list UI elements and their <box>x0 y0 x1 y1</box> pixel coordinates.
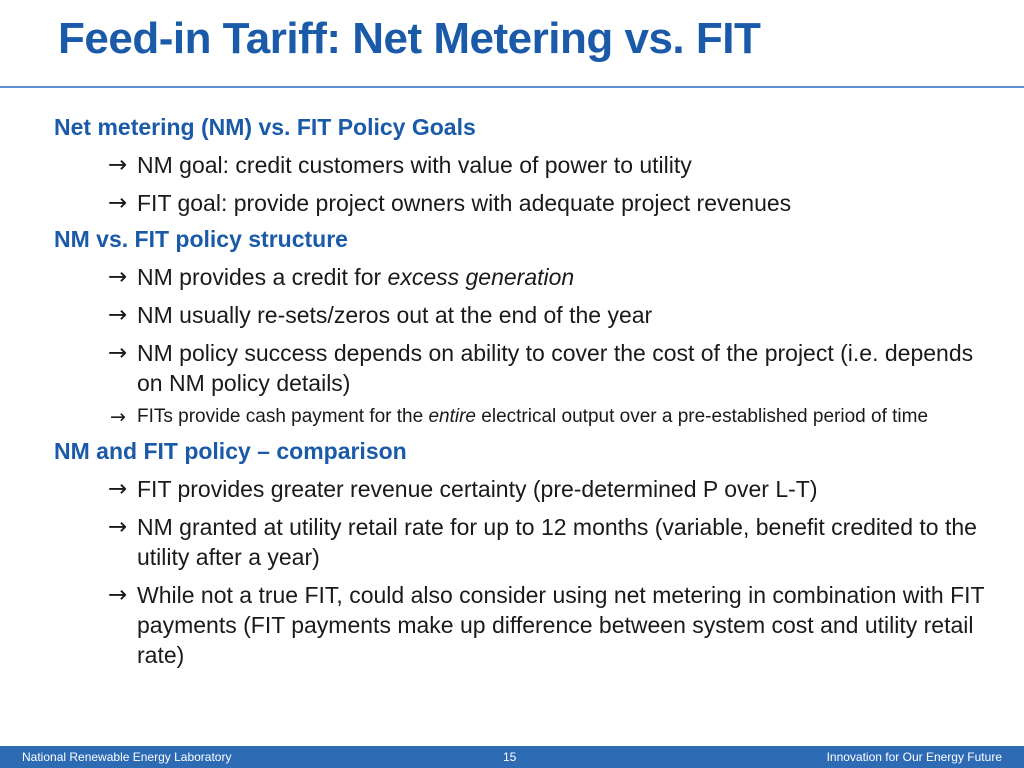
bullet-item: → NM goal: credit customers with value o… <box>54 150 1004 180</box>
bullet-item: → FITs provide cash payment for the enti… <box>54 404 1004 430</box>
section-heading-structure: NM vs. FIT policy structure <box>54 226 348 252</box>
bullet-item: → FIT provides greater revenue certainty… <box>54 474 1004 504</box>
bullet-item: → NM policy success depends on ability t… <box>54 338 1004 398</box>
bullet-text: NM policy success depends on ability to … <box>137 340 974 396</box>
bullet-text: FIT goal: provide project owners with ad… <box>137 190 792 216</box>
bullet-emphasis: entire <box>428 406 476 427</box>
section-heading-comparison: NM and FIT policy – comparison <box>54 438 407 464</box>
arrow-right-icon: → <box>108 582 128 608</box>
bullet-item: → NM provides a credit for excess genera… <box>54 262 1004 292</box>
bullet-text: FIT provides greater revenue certainty (… <box>137 476 818 502</box>
arrow-right-icon: → <box>108 152 128 178</box>
bullet-item: → While not a true FIT, could also consi… <box>54 580 1004 670</box>
arrow-right-icon: → <box>108 264 128 290</box>
arrow-right-icon: → <box>108 514 128 540</box>
bullet-item: → NM usually re-sets/zeros out at the en… <box>54 300 1004 330</box>
bullet-text: NM usually re-sets/zeros out at the end … <box>137 302 653 328</box>
footer-tagline: Innovation for Our Energy Future <box>826 750 1002 764</box>
arrow-right-icon: → <box>108 302 128 328</box>
footer-bar: National Renewable Energy Laboratory 15 … <box>0 746 1024 768</box>
slide-body: Net metering (NM) vs. FIT Policy Goals →… <box>54 112 1004 670</box>
footer-organization: National Renewable Energy Laboratory <box>22 750 232 764</box>
bullet-item: → NM granted at utility retail rate for … <box>54 512 1004 572</box>
bullet-text: NM goal: credit customers with value of … <box>137 152 692 178</box>
section-heading-goals: Net metering (NM) vs. FIT Policy Goals <box>54 114 476 140</box>
bullet-text: NM provides a credit for <box>137 264 388 290</box>
arrow-right-icon: → <box>108 476 128 502</box>
arrow-right-icon: → <box>108 340 128 366</box>
title-divider <box>0 86 1024 88</box>
bullet-text: FITs provide cash payment for the <box>137 406 429 427</box>
bullet-emphasis: excess generation <box>387 264 575 290</box>
arrow-right-icon: → <box>110 406 126 428</box>
bullet-text: electrical output over a pre-established… <box>476 406 929 427</box>
arrow-right-icon: → <box>108 190 128 216</box>
bullet-text: NM granted at utility retail rate for up… <box>137 514 977 570</box>
slide-title: Feed-in Tariff: Net Metering vs. FIT <box>58 14 761 63</box>
bullet-text: While not a true FIT, could also conside… <box>137 582 985 668</box>
page-number: 15 <box>503 750 517 764</box>
bullet-item: → FIT goal: provide project owners with … <box>54 188 1004 218</box>
